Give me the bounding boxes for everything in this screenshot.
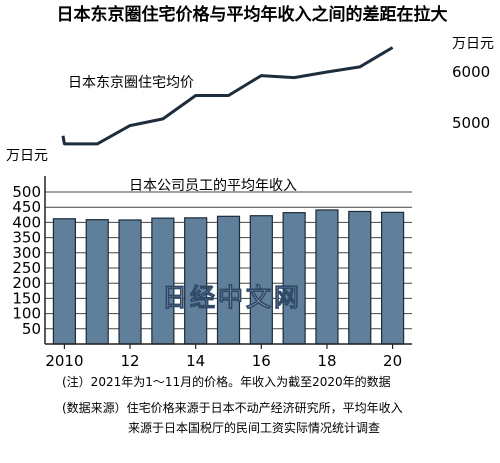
y-tick-label: 50: [22, 320, 41, 338]
y-tick-label: 450: [12, 198, 41, 216]
bar-2011: [85, 219, 109, 345]
line-series-label: 日本东京圈住宅均价: [68, 75, 194, 91]
x-tick-label: 18: [317, 352, 336, 370]
note-line-3: 来源于日本国税厅的民间工资实际情况统计调查: [128, 420, 380, 435]
y-tick-label: 150: [12, 289, 41, 307]
bar-2012: [118, 219, 142, 345]
note-line-1: (注）2021年为1～11月的价格。年收入为截至2020年的数据: [62, 374, 391, 389]
x-tick-label: 16: [252, 352, 271, 370]
bar-2020: [380, 211, 405, 345]
line-y-tick-label: 6000: [452, 63, 490, 81]
y-tick-label: 350: [12, 229, 41, 247]
bar-unit-label: 万日元: [6, 148, 48, 164]
house-price-line-chart: 日本东京圈住宅均价 万日元 5000 6000: [61, 36, 494, 146]
bar-2010: [52, 218, 77, 345]
bar-2015: [216, 215, 241, 345]
x-tick-label: 2010: [45, 352, 83, 370]
house-price-line: [61, 46, 394, 146]
bar-series-label: 日本公司员工的平均年收入: [129, 178, 297, 194]
bar-2014: [184, 217, 208, 345]
watermark-text: 日经中文网: [162, 283, 302, 312]
income-bar-chart: 万日元 日本公司员工的平均年收入 50100150200250300350400…: [6, 148, 412, 370]
line-y-tick-label: 5000: [452, 114, 490, 132]
bar-2013: [151, 217, 175, 345]
bar-2019: [348, 210, 372, 345]
y-tick-label: 500: [12, 183, 41, 201]
y-tick-label: 100: [12, 305, 41, 323]
x-tick-label: 20: [383, 352, 402, 370]
line-unit-label: 万日元: [452, 36, 494, 52]
x-tick-label: 14: [186, 352, 205, 370]
bar-2018: [315, 209, 339, 345]
chart-title: 日本东京圈住宅价格与平均年收入之间的差距在拉大: [57, 4, 448, 25]
bar-2017: [282, 212, 306, 345]
y-tick-label: 200: [12, 274, 41, 292]
note-line-2: (数据来源）住宅价格来源于日本不动产经济研究所，平均年收入: [62, 400, 403, 415]
bar-2016: [249, 215, 273, 345]
y-tick-label: 300: [12, 244, 41, 262]
y-tick-label: 400: [12, 213, 41, 231]
x-tick-label: 12: [120, 352, 139, 370]
y-tick-label: 250: [12, 259, 41, 277]
